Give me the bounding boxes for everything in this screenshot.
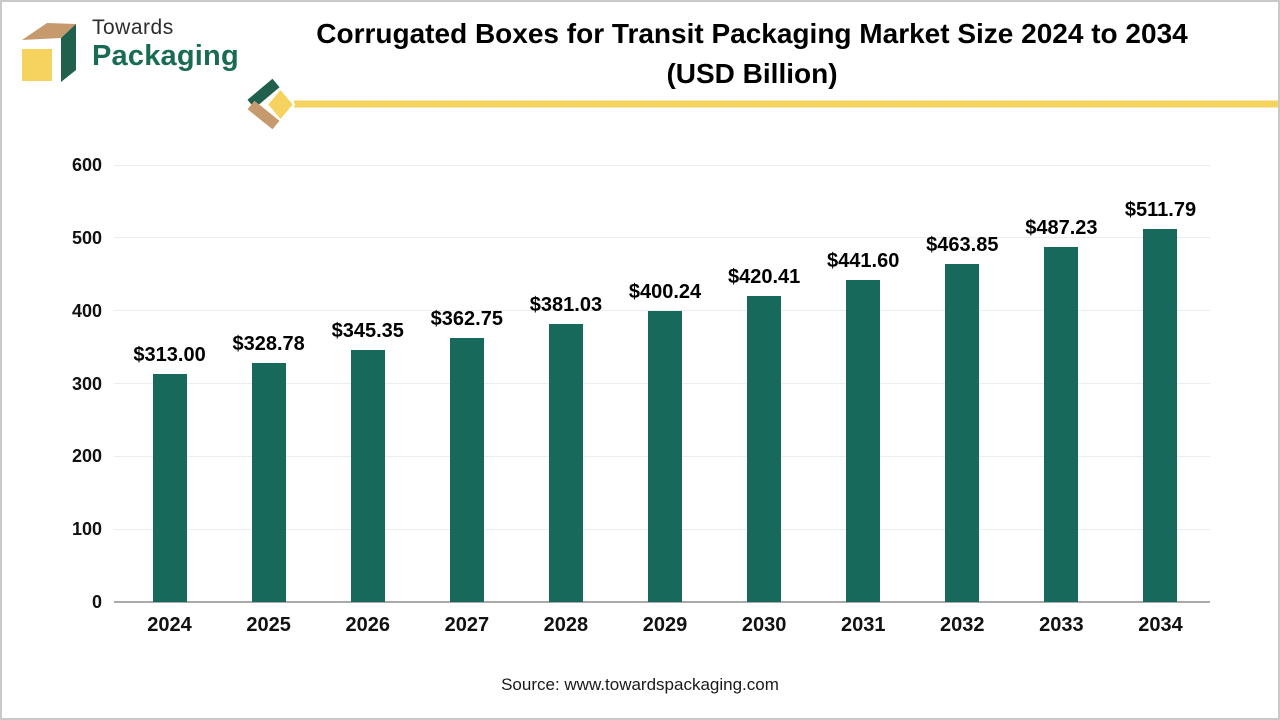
box-top-face bbox=[22, 23, 76, 40]
diamond-icon bbox=[265, 86, 296, 123]
x-axis-tick-label: 2032 bbox=[940, 614, 985, 636]
bar bbox=[251, 362, 286, 602]
chevron-left-icon bbox=[247, 100, 280, 130]
bar-group: $511.79 bbox=[1111, 165, 1210, 602]
bar-group: $313.00 bbox=[120, 165, 219, 602]
bar-group: $328.78 bbox=[219, 165, 318, 602]
x-axis-tick-label: 2029 bbox=[642, 614, 688, 636]
bar-value-label: $441.60 bbox=[827, 250, 900, 273]
box-right-face bbox=[61, 24, 76, 82]
bar-value-label: $511.79 bbox=[1124, 199, 1197, 222]
bar bbox=[648, 310, 683, 602]
source-attribution: Source: www.towardspackaging.com bbox=[501, 675, 779, 694]
brand-wordmark: Towards Packaging bbox=[92, 16, 239, 73]
x-axis-line bbox=[114, 601, 1210, 603]
bar bbox=[1143, 229, 1178, 602]
bars-area: $313.00 $328.78 $345.35 $362.75 $381.03 $400.… bbox=[120, 165, 1210, 602]
bar bbox=[548, 324, 583, 602]
box-logo-icon bbox=[22, 23, 76, 82]
y-gridline bbox=[114, 237, 1210, 239]
towards-packaging-logo: Towards Packaging bbox=[16, 16, 239, 84]
bar-value-label: $420.41 bbox=[727, 265, 801, 288]
bar-group: $463.85 bbox=[913, 165, 1012, 602]
bar-group: $345.35 bbox=[318, 165, 417, 602]
bar bbox=[1044, 247, 1079, 602]
brand-name-towards: Towards bbox=[92, 16, 174, 39]
brand-name-packaging: Packaging bbox=[92, 40, 239, 72]
y-axis-tick-label: 400 bbox=[71, 300, 102, 321]
bar-group: $420.41 bbox=[715, 165, 814, 602]
chart-title: Corrugated Boxes for Transit Packaging M… bbox=[242, 14, 1262, 94]
chart-title-line1: Corrugated Boxes for Transit Packaging M… bbox=[316, 18, 1188, 49]
bar-value-label: $345.35 bbox=[331, 320, 404, 343]
x-axis-tick-label: 2031 bbox=[840, 614, 886, 636]
x-axis-tick-label: 2025 bbox=[246, 614, 291, 636]
bar-value-label: $400.24 bbox=[628, 280, 702, 303]
bar bbox=[152, 374, 187, 602]
bar bbox=[945, 264, 980, 602]
bar-value-label: $328.78 bbox=[232, 332, 305, 355]
x-axis-labels: 2024 2025 2026 2027 2028 2029 2030 2031 2032 2033… bbox=[120, 614, 1210, 642]
bar-value-label: $381.03 bbox=[529, 294, 603, 317]
box-front-face bbox=[22, 49, 52, 81]
bar bbox=[449, 337, 484, 602]
bar bbox=[846, 280, 881, 602]
y-axis-tick-label: 600 bbox=[71, 155, 102, 175]
chart-title-line2: (USD Billion) bbox=[666, 58, 838, 89]
bar-group: $381.03 bbox=[516, 165, 615, 602]
y-gridline bbox=[114, 164, 1210, 166]
bar bbox=[747, 295, 782, 602]
x-axis-tick-label: 2024 bbox=[147, 614, 192, 636]
bar-value-label: $487.23 bbox=[1025, 217, 1098, 240]
x-axis-tick-label: 2028 bbox=[543, 614, 589, 636]
bar-group: $487.23 bbox=[1012, 165, 1111, 602]
x-axis-tick-label: 2027 bbox=[444, 614, 490, 636]
bar-value-label: $313.00 bbox=[133, 344, 206, 367]
bar-group: $400.24 bbox=[615, 165, 714, 602]
chevron-left-icon bbox=[247, 78, 280, 109]
divider-ornament bbox=[247, 78, 1278, 130]
y-axis-tick-label: 500 bbox=[71, 227, 102, 248]
bar-group: $441.60 bbox=[814, 165, 913, 602]
y-axis-tick-label: 100 bbox=[71, 519, 102, 540]
x-axis-tick-label: 2026 bbox=[345, 614, 390, 636]
y-axis-tick-label: 0 bbox=[91, 592, 102, 612]
bar-value-label: $362.75 bbox=[430, 307, 503, 330]
bar-value-label: $463.85 bbox=[926, 234, 999, 257]
divider-rule bbox=[294, 100, 1278, 108]
y-axis-tick-label: 200 bbox=[71, 446, 102, 467]
bar-group: $362.75 bbox=[417, 165, 516, 602]
bar bbox=[350, 350, 385, 602]
y-axis-tick-label: 300 bbox=[71, 373, 102, 394]
x-axis-tick-label: 2034 bbox=[1138, 614, 1183, 636]
x-axis-tick-label: 2033 bbox=[1039, 614, 1084, 636]
x-axis-tick-label: 2030 bbox=[741, 614, 787, 636]
